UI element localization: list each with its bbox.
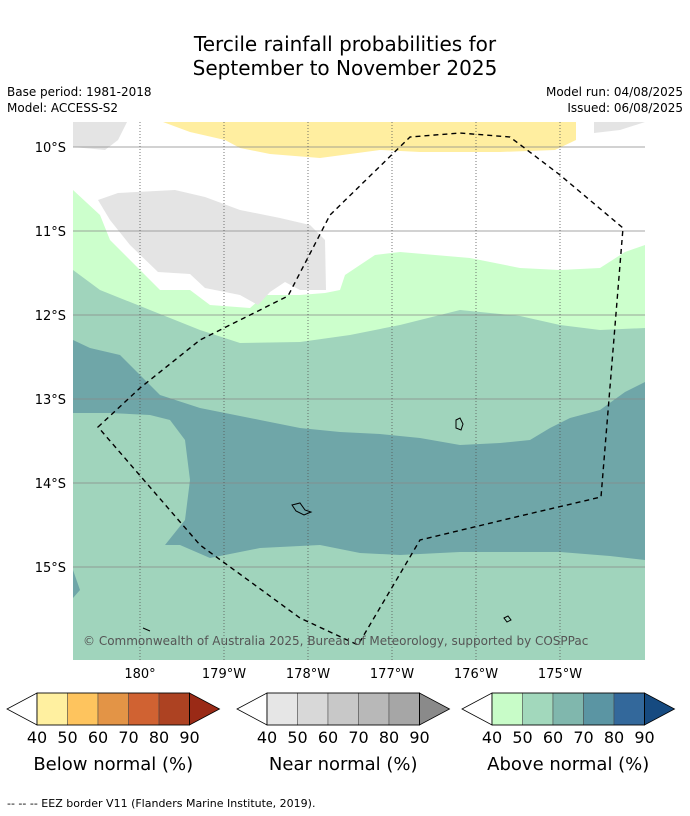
colorbar-segment — [613, 692, 645, 726]
colorbar-frame — [36, 692, 190, 726]
below-normal-40-region — [163, 122, 576, 158]
island-outline — [503, 615, 512, 623]
colorbar-tick-label: 60 — [543, 728, 563, 747]
colorbar-tick-label: 60 — [88, 728, 108, 747]
longitude-label: 177°W — [370, 667, 414, 682]
colorbar-above: 40 50 60 70 80 90 Above normal (%) — [461, 692, 676, 775]
colorbar-segment — [97, 692, 129, 726]
colorbar-right-arrow — [644, 692, 676, 726]
latitude-label: 12°S — [35, 309, 66, 324]
chart-title-line2: September to November 2025 — [192, 56, 498, 80]
colorbar-left-arrow — [461, 692, 493, 726]
colorbar-frame — [266, 692, 420, 726]
colorbar-segment — [491, 692, 523, 726]
island-outline — [142, 627, 151, 632]
longitude-label: 180° — [124, 667, 155, 682]
island-outline — [455, 417, 464, 431]
colorbar-tick-label: 50 — [57, 728, 77, 747]
near-normal-40-patch-west — [73, 122, 127, 150]
colorbar-left-arrow — [6, 692, 38, 726]
colorbar-frame — [491, 692, 645, 726]
graticule — [73, 122, 645, 660]
above-normal-60-region — [73, 340, 645, 560]
issued-date: Issued: 06/08/2025 — [567, 101, 683, 115]
longitude-label: 179°W — [202, 667, 246, 682]
colorbar-segment — [358, 692, 390, 726]
near-normal-40-patch-east — [594, 122, 645, 133]
colorbar-tick-label: 40 — [257, 728, 277, 747]
colorbar-right-arrow — [419, 692, 451, 726]
base-period: Base period: 1981-2018 — [7, 85, 152, 99]
colorbar-segment — [552, 692, 584, 726]
model-run: Model run: 04/08/2025 — [545, 85, 683, 99]
colorbar-below: 40 50 60 70 80 90 Below normal (%) — [6, 692, 221, 775]
above-normal-50-patch — [480, 640, 645, 660]
colorbar-tick-label: 90 — [634, 728, 654, 747]
colorbar-title: Near normal (%) — [269, 754, 418, 775]
model-name: Model: ACCESS-S2 — [7, 101, 119, 115]
colorbar-tick-label: 50 — [512, 728, 532, 747]
near-normal-40-region — [98, 190, 326, 305]
eez-footnote: -- -- -- EEZ border V11 (Flanders Marine… — [7, 797, 316, 810]
colorbar-tick-label: 70 — [573, 728, 593, 747]
colorbar-tick-label: 70 — [118, 728, 138, 747]
longitude-label: 176°W — [454, 667, 498, 682]
above-normal-60-patch — [73, 570, 80, 598]
latitude-label: 14°S — [35, 477, 66, 492]
colorbar-tick-label: 60 — [318, 728, 338, 747]
colorbar-segment — [158, 692, 190, 726]
colorbar-tick-label: 90 — [409, 728, 429, 747]
colorbar-segment — [266, 692, 298, 726]
colorbars: 40 50 60 70 80 90 Below normal (%) 40 50 60 70 80 90… — [6, 692, 676, 775]
colorbar-segment — [583, 692, 615, 726]
colorbar-tick-label: 70 — [348, 728, 368, 747]
axis-ticks: 10°S 11°S 12°S 13°S 14°S 15°S 180° 179°W 178°W 17… — [35, 141, 583, 682]
longitude-label: 178°W — [286, 667, 330, 682]
colorbar-segment — [128, 692, 160, 726]
colorbar-tick-label: 50 — [287, 728, 307, 747]
colorbar-segment — [297, 692, 329, 726]
colorbar-title: Below normal (%) — [33, 754, 193, 775]
copyright-text: © Commonwealth of Australia 2025, Bureau… — [83, 634, 588, 648]
colorbar-tick-label: 80 — [379, 728, 399, 747]
colorbar-title: Above normal (%) — [487, 754, 649, 775]
latitude-label: 10°S — [35, 141, 66, 156]
colorbar-near: 40 50 60 70 80 90 Near normal (%) — [236, 692, 451, 775]
colorbar-tick-label: 90 — [179, 728, 199, 747]
probability-fields — [73, 122, 645, 660]
colorbar-tick-label: 80 — [604, 728, 624, 747]
colorbar-right-arrow — [189, 692, 221, 726]
colorbar-tick-label: 40 — [27, 728, 47, 747]
latitude-label: 11°S — [35, 225, 66, 240]
colorbar-tick-label: 80 — [149, 728, 169, 747]
colorbar-segment — [388, 692, 420, 726]
island-outline — [291, 502, 313, 516]
colorbar-left-arrow — [236, 692, 268, 726]
eez-border — [97, 132, 624, 646]
colorbar-segment — [327, 692, 359, 726]
colorbar-segment — [36, 692, 68, 726]
latitude-label: 15°S — [35, 561, 66, 576]
longitude-label: 175°W — [538, 667, 582, 682]
colorbar-segment — [67, 692, 99, 726]
colorbar-tick-label: 40 — [482, 728, 502, 747]
latitude-label: 13°S — [35, 393, 66, 408]
chart-title-line1: Tercile rainfall probabilities for — [193, 32, 497, 56]
colorbar-segment — [522, 692, 554, 726]
